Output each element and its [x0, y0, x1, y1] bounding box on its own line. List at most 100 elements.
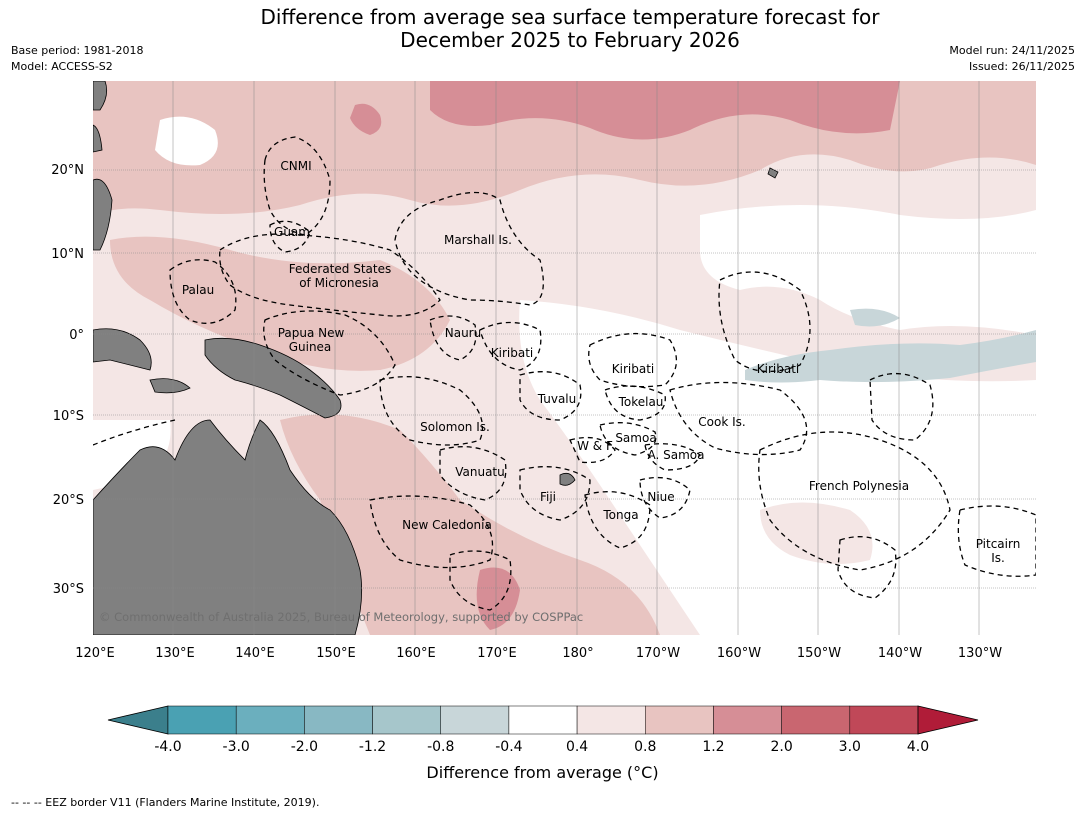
lon-label-140e: 140°E [235, 646, 275, 661]
label-guam: Guam [274, 225, 310, 239]
lon-label-170w: 170°W [636, 646, 680, 661]
latitude-labels: 20°N 10°N 0° 10°S 20°S 30°S [51, 163, 84, 597]
lat-label-30s: 30°S [53, 582, 84, 597]
colorbar-segment [781, 705, 851, 735]
label-tokelau: Tokelau [618, 395, 664, 409]
colorbar-extend-low [107, 705, 169, 735]
label-tonga: Tonga [602, 508, 638, 522]
label-pitcairn-1: Pitcairn [976, 537, 1021, 551]
lat-label-10s: 10°S [53, 409, 84, 424]
land-new-guinea [204, 337, 342, 419]
colorbar-tick-label: -1.2 [359, 739, 386, 755]
colorbar-tick-label: -0.4 [495, 739, 522, 755]
eez-kiribati-e [718, 271, 811, 373]
sst-zone-white-1 [155, 116, 218, 166]
longitude-labels: 120°E 130°E 140°E 150°E 160°E 170°E 180°… [75, 646, 1002, 661]
colorbar-tick-label: 4.0 [907, 739, 929, 755]
colorbar-label: Difference from average (°C) [426, 763, 659, 782]
colorbar-segment [235, 705, 305, 735]
label-png-2: Guinea [289, 340, 332, 354]
eez-footer-note: -- -- -- EEZ border V11 (Flanders Marine… [11, 796, 320, 809]
label-fsm-1: Federated States [289, 262, 391, 276]
lon-label-130e: 130°E [155, 646, 195, 661]
eez-cnmi [263, 136, 331, 236]
eez-samoa [599, 422, 657, 456]
sst-patch-warm-1 [350, 103, 382, 135]
label-kiribati-east: Kiribati [757, 362, 799, 376]
lon-label-130w: 130°W [958, 646, 1002, 661]
eez-vanuatu [439, 446, 507, 501]
label-niue: Niue [647, 490, 674, 504]
colorbar-segment [508, 705, 578, 735]
colorbar-segment [645, 705, 714, 735]
eez-tuvalu [519, 371, 582, 421]
label-nauru: Nauru [445, 326, 481, 340]
label-png-1: Papua New [278, 326, 345, 340]
eez-kiribati-w [479, 321, 542, 371]
lat-label-0: 0° [69, 328, 84, 343]
land-sulawesi [93, 328, 152, 371]
label-vanuatu: Vanuatu [455, 465, 505, 479]
sst-zone-north-warm [430, 81, 900, 140]
eez-png [263, 310, 396, 396]
label-kiribati-west: Kiribati [491, 346, 533, 360]
eez-marshall [394, 191, 544, 306]
region-labels: CNMI Guam Marshall Is. Federated States … [182, 159, 1020, 565]
colorbar-segment [304, 705, 373, 735]
label-samoa: Samoa [615, 431, 656, 445]
colorbar-tick-label: 3.0 [839, 739, 861, 755]
title-line-2: December 2025 to February 2026 [400, 28, 740, 52]
label-pitcairn-2: Is. [991, 551, 1005, 565]
eez-tokelau [604, 385, 666, 421]
eez-guam [269, 220, 311, 253]
eez-asamoa [644, 443, 701, 471]
colorbar-tick-label: -2.0 [291, 739, 318, 755]
eez-borders [93, 136, 1036, 611]
eez-new-caledonia [369, 495, 494, 569]
sst-field [93, 81, 1036, 635]
eez-nauru [429, 315, 477, 361]
label-palau: Palau [182, 283, 214, 297]
label-wallis-futuna: W & F [577, 439, 613, 453]
lon-label-170e: 170°E [477, 646, 517, 661]
land-timor [149, 378, 191, 394]
eez-fiji [519, 466, 591, 521]
colorbar-segment [576, 705, 646, 735]
colorbar-segment [440, 705, 510, 735]
lon-label-150e: 150°E [316, 646, 356, 661]
label-tuvalu: Tuvalu [537, 392, 577, 406]
eez-australia-edge [93, 419, 176, 446]
colorbar-tick-label: -0.8 [427, 739, 454, 755]
lat-label-10n: 10°N [51, 247, 84, 262]
sst-zone-white-2 [700, 205, 1036, 335]
sst-zone-south-warm [280, 414, 660, 635]
colorbar-ticks: -4.0 -3.0 -2.0 -1.2 -0.8 -0.4 0.4 0.8 1.2 2.0 3.0 4… [154, 739, 929, 755]
label-new-caledonia: New Caledonia [402, 518, 492, 532]
label-french-polynesia: French Polynesia [809, 479, 909, 493]
colorbar-segment [849, 705, 919, 735]
lon-label-160e: 160°E [396, 646, 436, 661]
colorbar-segment [372, 705, 441, 735]
sst-zone-white-east [519, 300, 1036, 635]
label-fsm-2: of Micronesia [299, 276, 379, 290]
colorbar-tick-label: 1.2 [702, 739, 724, 755]
colorbar-tick-label: 0.4 [566, 739, 588, 755]
colorbar-tick-label: -3.0 [223, 739, 250, 755]
label-american-samoa: A. Samoa [648, 448, 705, 462]
eez-palau [169, 259, 237, 324]
eez-french-polynesia [758, 431, 951, 571]
lon-label-160w: 160°W [717, 646, 761, 661]
land-hawaii [767, 167, 779, 179]
page-title: Difference from average sea surface temp… [170, 6, 970, 52]
lat-label-20n: 20°N [51, 163, 84, 178]
meta-left: Base period: 1981-2018 Model: ACCESS-S2 [11, 43, 143, 75]
colorbar-tick-label: 0.8 [634, 739, 656, 755]
colorbar-segment [713, 705, 782, 735]
label-marshall: Marshall Is. [444, 233, 512, 247]
land-philippines [93, 178, 113, 251]
eez-marquesas [869, 372, 934, 441]
land-taiwan [93, 124, 103, 153]
lat-label-20s: 20°S [53, 493, 84, 508]
model-name: Model: ACCESS-S2 [11, 60, 113, 73]
